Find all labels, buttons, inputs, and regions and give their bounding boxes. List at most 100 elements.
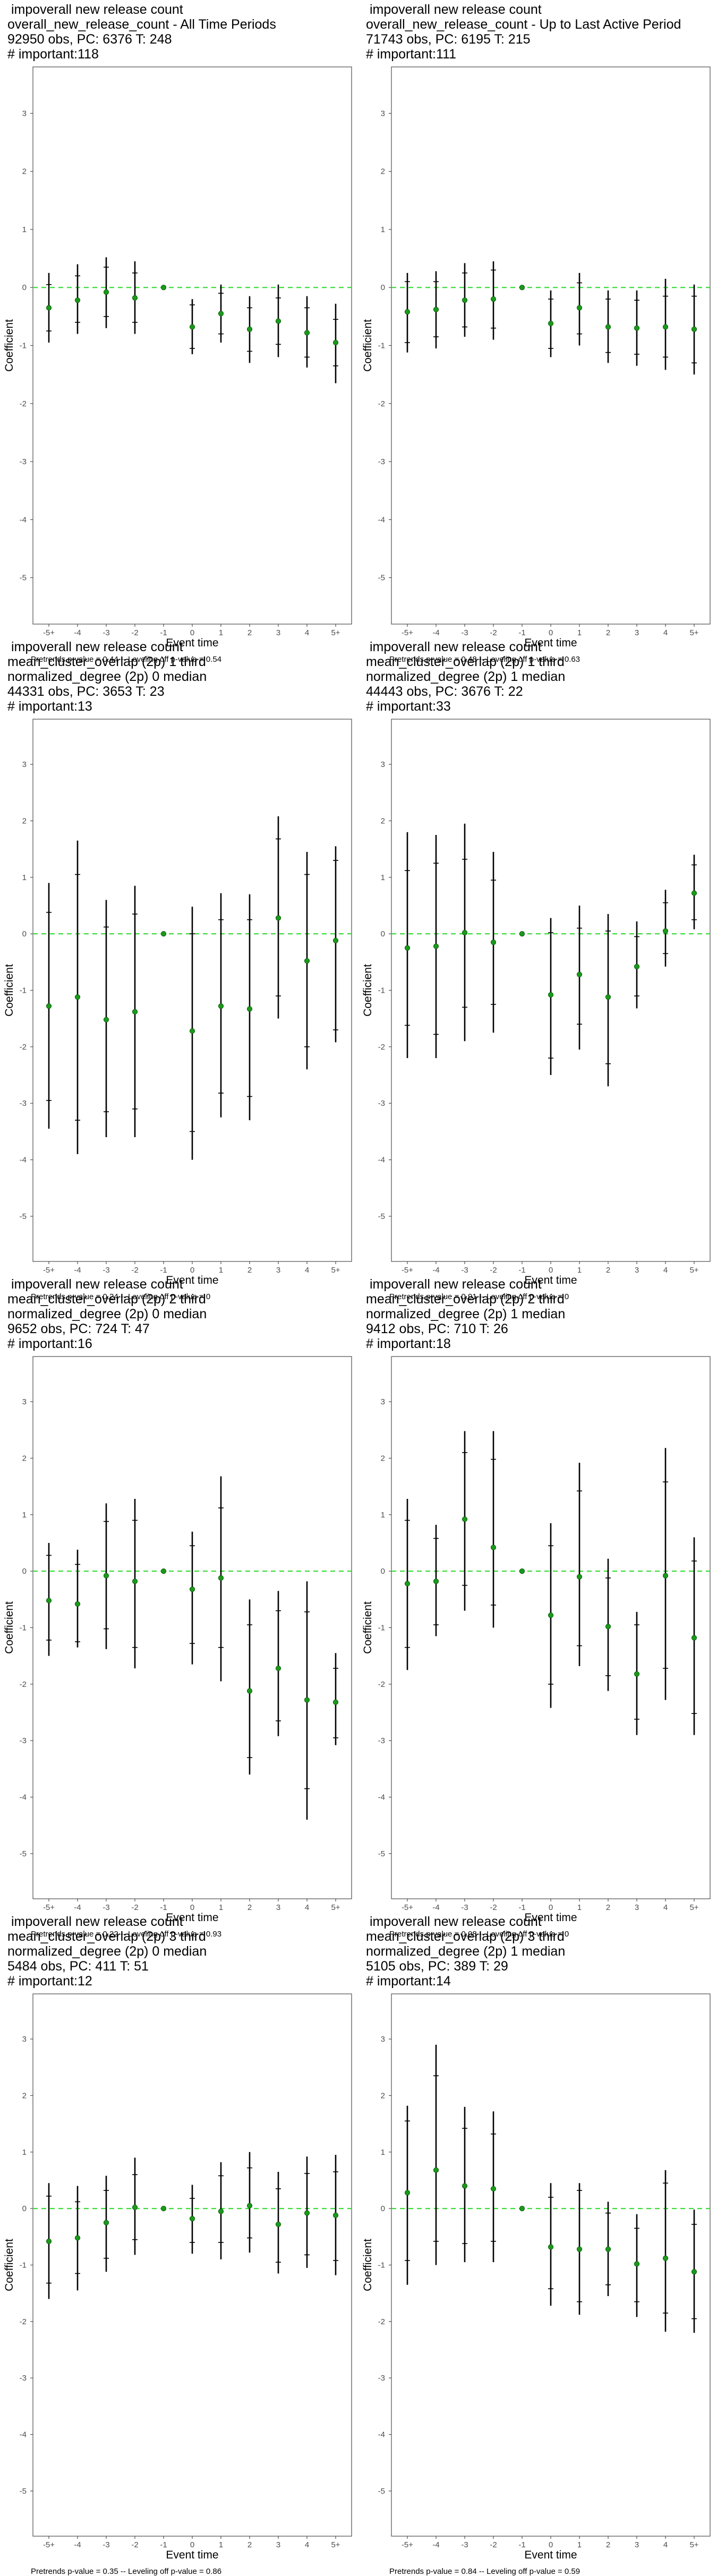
coefficient-point <box>605 994 611 1000</box>
x-tick-label: 3 <box>276 2540 280 2549</box>
coefficient-point <box>304 2210 310 2216</box>
x-tick-label: -4 <box>74 2540 81 2549</box>
y-tick-label: 0 <box>381 283 385 292</box>
x-tick-label: -2 <box>131 628 138 637</box>
panel-title-line: normalized_degree (2p) 0 median <box>7 669 207 684</box>
coefficient-point <box>634 325 640 331</box>
plot-area: 3 2 1 0 -1 -2 -3 -4 -5 -5+ -4 -3 -2 -1 0 1 2 3 4 5+ Event ti… <box>362 66 711 649</box>
y-tick-label: 3 <box>22 760 27 769</box>
event-study-panel: impoverall new release count mean_cluster… <box>358 1275 717 1939</box>
x-tick-label: 0 <box>190 1903 194 1912</box>
y-tick-label: -3 <box>20 2374 27 2383</box>
y-tick-label: -3 <box>378 2374 385 2383</box>
y-tick-label: 3 <box>22 1397 27 1406</box>
coefficient-point <box>462 1516 468 1522</box>
coefficient-point <box>404 309 411 315</box>
coefficient-point <box>103 1573 109 1579</box>
y-axis-title: Coefficient <box>3 319 15 372</box>
y-axis-title: Coefficient <box>362 964 374 1017</box>
y-tick-label: -1 <box>20 342 27 351</box>
x-tick-label: 3 <box>635 628 639 637</box>
coefficient-point <box>519 2206 525 2212</box>
event-study-panel: impoverall new release count mean_cluster… <box>358 1912 717 2576</box>
coefficient-point <box>462 929 468 936</box>
panel-title: impoverall new release count mean_cluster… <box>366 639 565 714</box>
panel-title-line: # important:16 <box>7 1336 92 1351</box>
panel-title-line: 44443 obs, PC: 3676 T: 22 <box>366 684 523 699</box>
x-tick-label: -2 <box>131 1903 138 1912</box>
coefficient-point <box>548 992 554 998</box>
panel-title-line: # important:111 <box>366 47 457 62</box>
x-tick-label: 2 <box>606 1266 610 1275</box>
x-tick-label: 4 <box>663 2540 668 2549</box>
coefficient-point <box>433 943 439 949</box>
panel-title-line: overall_new_release_count - All Time Per… <box>7 17 276 32</box>
x-tick-label: 3 <box>276 628 280 637</box>
x-tick-label: -4 <box>432 1266 439 1275</box>
coefficient-point <box>304 330 310 336</box>
coefficient-point <box>576 305 583 311</box>
coefficient-point <box>691 2269 697 2275</box>
plot-area: 3 2 1 0 -1 -2 -3 -4 -5 -5+ -4 -3 -2 -1 0 1 2 3 4 5+ Event ti… <box>3 1356 352 1924</box>
coefficient-point <box>246 326 253 332</box>
coefficient-point <box>189 324 195 330</box>
coefficient-point <box>160 1568 167 1574</box>
x-tick-label: 5+ <box>689 2540 698 2549</box>
x-tick-label: -2 <box>131 2540 138 2549</box>
panel-title-line: mean_cluster_overlap (2p) 3 third <box>366 1929 565 1944</box>
x-tick-label: 4 <box>305 2540 309 2549</box>
y-tick-label: -5 <box>20 574 27 583</box>
y-axis-title: Coefficient <box>362 319 374 372</box>
y-tick-label: 0 <box>22 283 27 292</box>
coefficient-point <box>691 326 697 332</box>
p-value-footer: Pretrends p-value = 0.48 -- Leveling off… <box>389 655 581 664</box>
coefficient-point <box>404 1581 411 1586</box>
x-tick-label: -3 <box>103 628 109 637</box>
coefficient-point <box>519 285 525 291</box>
x-axis-title: Event time <box>524 1912 577 1924</box>
coefficient-point <box>332 2212 339 2219</box>
y-tick-label: -2 <box>20 1680 27 1689</box>
plot-area: 3 2 1 0 -1 -2 -3 -4 -5 -5+ -4 -3 -2 -1 0 1 2 3 4 5+ Event ti… <box>3 1993 352 2561</box>
y-tick-label: 1 <box>381 225 385 234</box>
x-tick-label: -4 <box>432 1903 439 1912</box>
x-tick-label: 0 <box>549 628 553 637</box>
x-tick-label: 1 <box>577 628 582 637</box>
y-tick-label: 2 <box>381 2091 385 2100</box>
y-tick-label: 2 <box>22 1454 27 1463</box>
coefficient-point <box>74 994 81 1000</box>
coefficient-point <box>46 2238 52 2244</box>
x-tick-label: 5+ <box>331 1903 340 1912</box>
coefficient-point <box>576 2246 583 2252</box>
x-axis-title: Event time <box>166 1912 218 1924</box>
panel-title-line: mean_cluster_overlap (2p) 2 third <box>7 1292 206 1307</box>
y-tick-label: -3 <box>378 1736 385 1745</box>
panel-title-line: mean_cluster_overlap (2p) 3 third <box>7 1929 206 1944</box>
panel-title-line: normalized_degree (2p) 0 median <box>7 1307 207 1321</box>
panel-title-line: mean_cluster_overlap (2p) 2 third <box>366 1292 565 1307</box>
coefficient-point <box>218 2208 224 2214</box>
coefficient-point <box>246 1006 253 1012</box>
coefficient-point <box>404 945 411 951</box>
coefficient-point <box>132 1579 138 1584</box>
x-tick-label: 3 <box>635 1266 639 1275</box>
y-tick-label: -1 <box>378 986 385 995</box>
x-tick-label: 4 <box>305 1903 309 1912</box>
y-tick-label: 3 <box>22 109 27 118</box>
coefficient-point <box>103 289 109 295</box>
y-tick-label: -2 <box>20 1043 27 1052</box>
panel-title-line: 9652 obs, PC: 724 T: 47 <box>7 1321 150 1336</box>
panel-title-line: mean_cluster_overlap (2p) 1 third <box>366 654 565 669</box>
panel-title-line: # important:33 <box>366 699 451 714</box>
x-tick-label: -1 <box>518 2540 525 2549</box>
panel-title: impoverall new release count mean_cluster… <box>7 1277 207 1351</box>
p-value-footer: Pretrends p-value = 0.08 -- Leveling off… <box>389 1930 569 1939</box>
x-tick-label: 1 <box>219 1266 223 1275</box>
panel-title-line: impoverall new release count <box>7 1914 183 1929</box>
plot-area: 3 2 1 0 -1 -2 -3 -4 -5 -5+ -4 -3 -2 -1 0 1 2 3 4 5+ Event ti… <box>3 66 352 649</box>
y-tick-label: -4 <box>20 1156 27 1165</box>
coefficient-point <box>132 2204 138 2211</box>
y-tick-label: -3 <box>378 457 385 466</box>
x-tick-label: 5+ <box>689 1266 698 1275</box>
y-tick-label: -3 <box>20 1736 27 1745</box>
